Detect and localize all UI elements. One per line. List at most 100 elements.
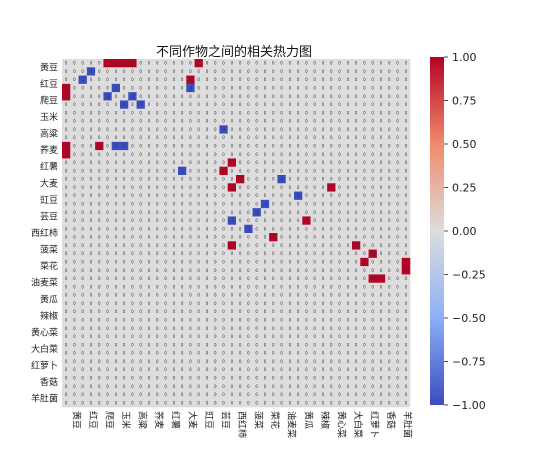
heatmap-cell-value: 0 [73,235,76,240]
heatmap-cell [202,133,212,143]
heatmap-cell-value: 0 [313,152,316,157]
heatmap-cell [360,117,369,126]
heatmap-cell [294,241,303,250]
heatmap-cell [211,158,220,168]
heatmap-cell-value: 0 [173,218,176,223]
heatmap-cell-value: 0 [330,61,333,66]
heatmap-cell-value: 0 [347,94,350,99]
heatmap-cell-value: 0 [347,152,350,157]
heatmap-cell [62,208,71,217]
heatmap-cell [260,365,270,375]
heatmap-cell [310,274,320,284]
heatmap-cell [186,141,195,151]
heatmap-cell-value: 0 [297,359,300,364]
heatmap-cell-value: 0 [264,384,267,389]
heatmap-cell-value: 0 [272,326,275,331]
heatmap-cell-value: 0 [255,235,258,240]
heatmap-cell-value: 0 [363,392,366,397]
heatmap-cell-value: 0 [239,367,242,372]
heatmap-cell-value: 0 [330,276,333,281]
heatmap-cell-value: 0 [322,86,325,91]
heatmap-cell-value: 0 [197,160,200,165]
heatmap-cell-value: 0 [264,152,267,157]
heatmap-cell-value: 0 [264,102,267,107]
heatmap-cell-value: 0 [239,318,242,323]
heatmap-cell [161,315,171,325]
heatmap-cell-value: 0 [264,94,267,99]
heatmap-cell-value: 0 [371,77,374,82]
heatmap-cell-value: 0 [280,384,283,389]
heatmap-cell [318,175,328,184]
heatmap-cell-value: 0 [131,276,134,281]
heatmap-cell [343,75,353,85]
heatmap-cell-value: 0 [206,94,209,99]
heatmap-cell [327,175,336,184]
heatmap-cell-value: 0 [322,102,325,107]
heatmap-cell-value: 0 [65,326,68,331]
heatmap-cell [86,266,96,275]
heatmap-cell-value: 0 [330,318,333,323]
heatmap-cell [310,216,320,226]
heatmap-cell-value: 0 [181,119,184,124]
heatmap-cell-value: 0 [363,326,366,331]
heatmap-cell [285,324,295,333]
heatmap-cell-value: 0 [181,61,184,66]
heatmap-cell-value: 0 [289,276,292,281]
heatmap-cell-value: 0 [247,185,250,190]
heatmap-cell-value: 0 [189,384,192,389]
heatmap-cell-value: 0 [297,102,300,107]
heatmap-cell [62,291,71,300]
heatmap-cell [401,233,411,242]
heatmap-cell-value: 0 [388,318,391,323]
heatmap-cell-value: 0 [90,351,93,356]
heatmap-cell [327,166,336,176]
heatmap-cell [236,299,245,308]
heatmap-cell [343,390,353,400]
heatmap-cell-value: 0 [173,392,176,397]
heatmap-cell [211,257,220,267]
heatmap-cell-value: 0 [363,309,366,314]
heatmap-cell-value: 0 [380,177,383,182]
heatmap-cell-value: 0 [255,110,258,115]
heatmap-cell [120,266,129,275]
heatmap-cell [385,158,394,168]
heatmap-cell [62,83,71,93]
heatmap-cell [78,315,88,325]
heatmap-cell-value: 0 [330,160,333,165]
heatmap-cell-value: 0 [355,144,358,149]
heatmap-cell-value: 0 [123,243,126,248]
heatmap-cell-value: 0 [131,243,134,248]
heatmap-cell-value: 0 [115,301,118,306]
heatmap-cell-value: 0 [173,342,176,347]
heatmap-cell [401,373,411,383]
heatmap-cell-value: 0 [231,210,234,215]
heatmap-cell-value: 0 [380,119,383,124]
heatmap-cell-value: 0 [131,284,134,289]
heatmap-cell [310,83,320,93]
heatmap-cell [62,175,71,184]
heatmap-cell [368,208,378,217]
heatmap-cell [236,199,245,209]
heatmap-cell-value: 0 [73,152,76,157]
heatmap-cell [302,183,311,192]
heatmap-cell-value: 0 [239,61,242,66]
heatmap-cell [86,332,96,342]
heatmap-cell [368,324,378,333]
heatmap-cell [144,315,154,325]
heatmap-cell [352,75,361,85]
heatmap-cell [178,125,187,134]
heatmap-cell-value: 0 [131,318,134,323]
heatmap-cell [318,133,328,143]
heatmap-cell-value: 0 [164,177,167,182]
heatmap-cell [202,67,212,76]
heatmap-cell-value: 0 [264,342,267,347]
heatmap-cell [95,307,104,317]
heatmap-cell [393,125,403,134]
heatmap-cell-value: 0 [106,367,109,372]
heatmap-cell [401,199,411,209]
heatmap-cell [78,208,88,217]
heatmap-cell [194,390,204,400]
heatmap-cell-value: 0 [139,326,142,331]
heatmap-cell-value: 0 [297,276,300,281]
heatmap-cell-value: 0 [156,135,159,140]
